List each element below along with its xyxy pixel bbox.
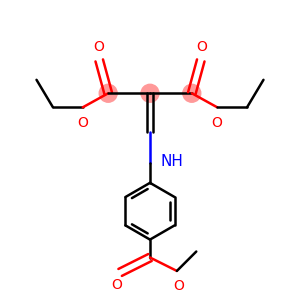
Text: O: O	[112, 278, 123, 292]
Circle shape	[99, 84, 117, 102]
Text: NH: NH	[160, 154, 183, 169]
Text: O: O	[77, 116, 88, 130]
Text: O: O	[196, 40, 207, 54]
Text: O: O	[93, 40, 104, 54]
Circle shape	[183, 84, 201, 102]
Text: O: O	[212, 116, 223, 130]
Circle shape	[141, 84, 159, 102]
Text: O: O	[173, 279, 184, 293]
